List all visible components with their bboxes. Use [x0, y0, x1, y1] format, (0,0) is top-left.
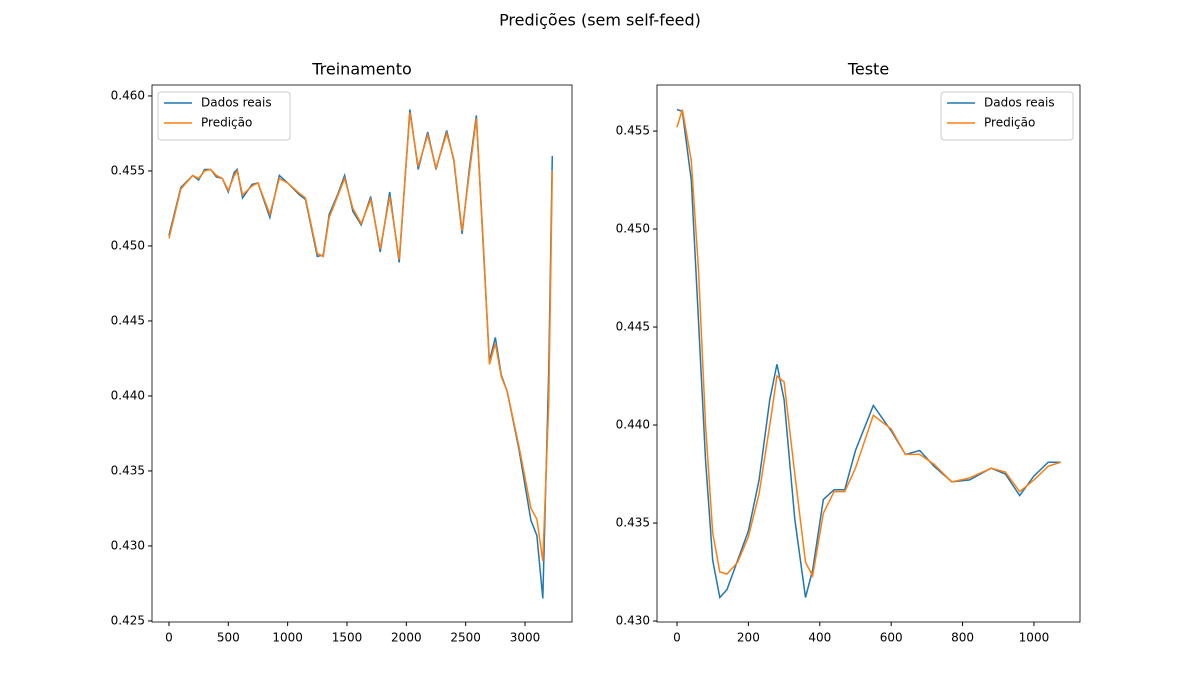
- axes-frame: [656, 84, 1081, 623]
- x-tick-label: 3000: [510, 631, 541, 645]
- x-tick-label: 2500: [450, 631, 481, 645]
- x-tick-label: 1000: [1019, 631, 1050, 645]
- x-tick-label: 800: [951, 631, 974, 645]
- x-tick-label: 400: [808, 631, 831, 645]
- y-tick-label: 0.440: [616, 418, 650, 432]
- y-tick-label: 0.430: [111, 538, 145, 552]
- x-tick-label: 0: [673, 631, 681, 645]
- y-tick-label: 0.435: [111, 463, 145, 477]
- legend-label: Dados reais: [984, 96, 1055, 110]
- y-tick-label: 0.445: [111, 313, 145, 327]
- y-tick-label: 0.450: [111, 238, 145, 252]
- y-tick-label: 0.440: [111, 388, 145, 402]
- y-tick-label: 0.435: [616, 516, 650, 530]
- y-tick-label: 0.430: [616, 614, 650, 628]
- legend-box: [157, 91, 291, 141]
- x-tick-label: 600: [880, 631, 903, 645]
- chart-title: Treinamento: [311, 60, 412, 79]
- x-tick-label: 2000: [391, 631, 422, 645]
- y-tick-label: 0.445: [616, 320, 650, 334]
- axes-frame: [151, 84, 573, 623]
- legend-label: Dados reais: [201, 96, 272, 110]
- line-series: [676, 109, 1061, 579]
- y-tick-label: 0.425: [111, 613, 145, 627]
- line-series: [168, 112, 554, 562]
- figure-title: Predições (sem self-feed): [499, 11, 701, 30]
- legend-label: Predição: [984, 116, 1035, 130]
- x-tick-label: 500: [217, 631, 240, 645]
- x-tick-label: 1000: [272, 631, 303, 645]
- chart-title: Teste: [847, 60, 889, 79]
- y-tick-label: 0.455: [616, 124, 650, 138]
- y-tick-label: 0.460: [111, 88, 145, 102]
- x-tick-label: 0: [165, 631, 173, 645]
- y-tick-label: 0.455: [111, 163, 145, 177]
- legend-label: Predição: [201, 116, 252, 130]
- x-tick-label: 1500: [332, 631, 363, 645]
- legend-box: [940, 91, 1074, 141]
- y-tick-label: 0.450: [616, 222, 650, 236]
- line-series: [676, 108, 1061, 600]
- x-tick-label: 200: [737, 631, 760, 645]
